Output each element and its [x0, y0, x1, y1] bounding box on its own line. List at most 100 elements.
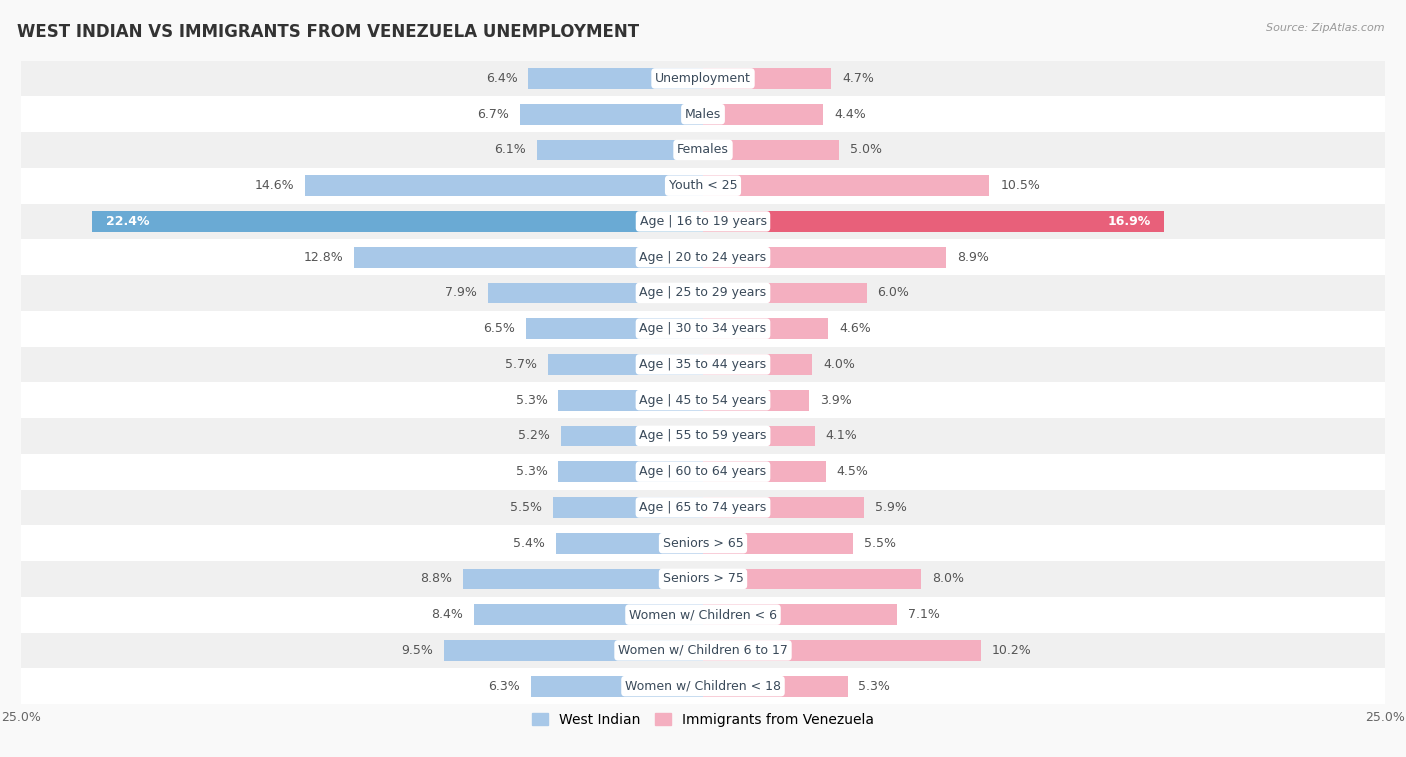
- Bar: [703, 247, 946, 267]
- Bar: [703, 676, 848, 696]
- Text: Women w/ Children < 6: Women w/ Children < 6: [628, 608, 778, 621]
- Text: Age | 20 to 24 years: Age | 20 to 24 years: [640, 251, 766, 263]
- Text: 4.1%: 4.1%: [825, 429, 858, 442]
- Text: 4.7%: 4.7%: [842, 72, 875, 85]
- Text: Age | 30 to 34 years: Age | 30 to 34 years: [640, 322, 766, 335]
- Text: Unemployment: Unemployment: [655, 72, 751, 85]
- Bar: [21, 525, 1385, 561]
- Text: Youth < 25: Youth < 25: [669, 179, 737, 192]
- Text: Males: Males: [685, 107, 721, 120]
- Bar: [21, 668, 1385, 704]
- Bar: [555, 533, 703, 553]
- Bar: [561, 425, 703, 447]
- Text: 6.7%: 6.7%: [478, 107, 509, 120]
- Bar: [21, 204, 1385, 239]
- Bar: [703, 390, 810, 410]
- Bar: [21, 418, 1385, 453]
- Text: 6.5%: 6.5%: [482, 322, 515, 335]
- Text: 8.8%: 8.8%: [420, 572, 453, 585]
- Text: Age | 35 to 44 years: Age | 35 to 44 years: [640, 358, 766, 371]
- Bar: [558, 390, 703, 410]
- Bar: [474, 604, 703, 625]
- Bar: [558, 461, 703, 482]
- Bar: [703, 604, 897, 625]
- Bar: [21, 132, 1385, 168]
- Text: 4.5%: 4.5%: [837, 465, 869, 478]
- Text: 9.5%: 9.5%: [401, 644, 433, 657]
- Bar: [21, 347, 1385, 382]
- Text: 5.4%: 5.4%: [513, 537, 544, 550]
- Text: Females: Females: [678, 143, 728, 157]
- Text: 14.6%: 14.6%: [254, 179, 294, 192]
- Text: 3.9%: 3.9%: [820, 394, 852, 407]
- Bar: [703, 640, 981, 661]
- Text: 8.4%: 8.4%: [432, 608, 463, 621]
- Bar: [21, 490, 1385, 525]
- Bar: [547, 354, 703, 375]
- Text: Seniors > 75: Seniors > 75: [662, 572, 744, 585]
- Bar: [703, 318, 828, 339]
- Bar: [520, 104, 703, 125]
- Bar: [21, 311, 1385, 347]
- Text: 4.4%: 4.4%: [834, 107, 866, 120]
- Legend: West Indian, Immigrants from Venezuela: West Indian, Immigrants from Venezuela: [526, 707, 880, 733]
- Bar: [21, 633, 1385, 668]
- Text: 5.3%: 5.3%: [516, 465, 547, 478]
- Bar: [703, 425, 815, 447]
- Text: 8.0%: 8.0%: [932, 572, 965, 585]
- Bar: [703, 68, 831, 89]
- Text: 5.3%: 5.3%: [516, 394, 547, 407]
- Text: 6.3%: 6.3%: [488, 680, 520, 693]
- Text: 5.5%: 5.5%: [510, 501, 543, 514]
- Bar: [703, 461, 825, 482]
- Text: Women w/ Children 6 to 17: Women w/ Children 6 to 17: [619, 644, 787, 657]
- Text: 5.7%: 5.7%: [505, 358, 537, 371]
- Text: 12.8%: 12.8%: [304, 251, 343, 263]
- Bar: [354, 247, 703, 267]
- Text: Seniors > 65: Seniors > 65: [662, 537, 744, 550]
- Bar: [703, 104, 823, 125]
- Text: Age | 65 to 74 years: Age | 65 to 74 years: [640, 501, 766, 514]
- Bar: [703, 354, 813, 375]
- Bar: [444, 640, 703, 661]
- Bar: [21, 239, 1385, 275]
- Bar: [553, 497, 703, 518]
- Text: 7.9%: 7.9%: [444, 286, 477, 300]
- Text: 16.9%: 16.9%: [1107, 215, 1150, 228]
- Text: 5.3%: 5.3%: [859, 680, 890, 693]
- Text: 8.9%: 8.9%: [956, 251, 988, 263]
- Text: 10.2%: 10.2%: [993, 644, 1032, 657]
- Text: 7.1%: 7.1%: [908, 608, 939, 621]
- Bar: [703, 569, 921, 589]
- Text: 5.5%: 5.5%: [863, 537, 896, 550]
- Text: 10.5%: 10.5%: [1000, 179, 1040, 192]
- Bar: [531, 676, 703, 696]
- Text: 5.2%: 5.2%: [519, 429, 550, 442]
- Text: Age | 55 to 59 years: Age | 55 to 59 years: [640, 429, 766, 442]
- Bar: [21, 168, 1385, 204]
- Bar: [21, 382, 1385, 418]
- Bar: [21, 453, 1385, 490]
- Bar: [463, 569, 703, 589]
- Text: Women w/ Children < 18: Women w/ Children < 18: [626, 680, 780, 693]
- Text: 6.1%: 6.1%: [494, 143, 526, 157]
- Text: WEST INDIAN VS IMMIGRANTS FROM VENEZUELA UNEMPLOYMENT: WEST INDIAN VS IMMIGRANTS FROM VENEZUELA…: [17, 23, 638, 41]
- Text: 6.0%: 6.0%: [877, 286, 910, 300]
- Text: Age | 25 to 29 years: Age | 25 to 29 years: [640, 286, 766, 300]
- Bar: [703, 497, 863, 518]
- Text: Age | 16 to 19 years: Age | 16 to 19 years: [640, 215, 766, 228]
- Bar: [21, 275, 1385, 311]
- Bar: [703, 139, 839, 160]
- Bar: [537, 139, 703, 160]
- Bar: [305, 176, 703, 196]
- Bar: [21, 61, 1385, 96]
- Text: Source: ZipAtlas.com: Source: ZipAtlas.com: [1267, 23, 1385, 33]
- Bar: [703, 533, 853, 553]
- Text: Age | 45 to 54 years: Age | 45 to 54 years: [640, 394, 766, 407]
- Text: 4.0%: 4.0%: [823, 358, 855, 371]
- Bar: [703, 211, 1164, 232]
- Text: 6.4%: 6.4%: [485, 72, 517, 85]
- Bar: [21, 597, 1385, 633]
- Bar: [91, 211, 703, 232]
- Text: 5.0%: 5.0%: [851, 143, 883, 157]
